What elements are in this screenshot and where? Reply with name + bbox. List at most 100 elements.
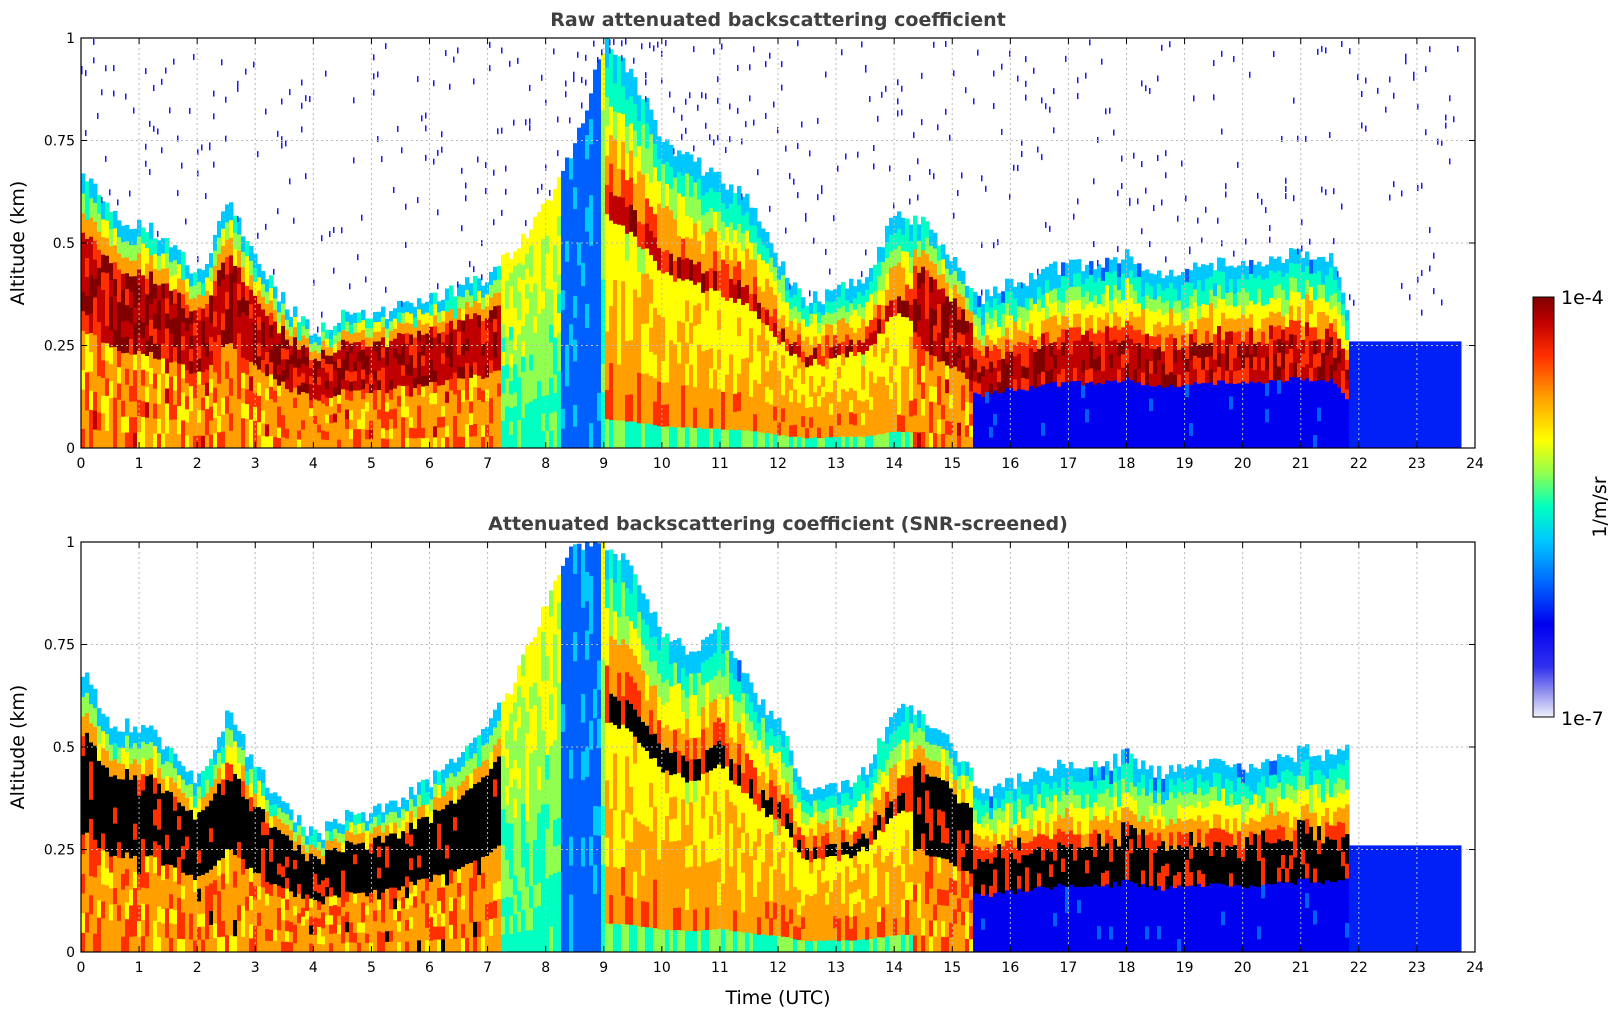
heatmap-cell — [885, 416, 890, 433]
heatmap-cell — [413, 417, 418, 429]
heatmap-cell — [1133, 290, 1138, 304]
heatmap-cell — [209, 336, 214, 352]
noise-pixel — [845, 153, 847, 160]
heatmap-cell — [153, 433, 158, 449]
noise-pixel — [1141, 228, 1143, 235]
heatmap-cell — [1193, 328, 1198, 343]
heatmap-cell — [1201, 395, 1206, 410]
heatmap-cell — [677, 384, 682, 406]
heatmap-cell — [1025, 343, 1030, 356]
heatmap-cell — [209, 253, 214, 268]
heatmap-cell — [193, 309, 198, 324]
heatmap-cell — [941, 244, 946, 260]
heatmap-cell — [1185, 345, 1190, 359]
noise-pixel — [985, 185, 987, 192]
heatmap-cell — [713, 171, 718, 193]
heatmap-cell — [425, 301, 430, 313]
heatmap-cell — [1225, 435, 1230, 449]
heatmap-cell — [477, 326, 482, 340]
heatmap-cell — [1301, 298, 1306, 313]
heatmap-cell — [517, 319, 522, 335]
heatmap-cell — [501, 351, 506, 366]
heatmap-cell — [169, 275, 174, 291]
heatmap-cell — [1097, 395, 1102, 410]
heatmap-cell — [369, 355, 374, 366]
heatmap-cell — [169, 290, 174, 306]
heatmap-cell — [1193, 408, 1198, 422]
heatmap-cell — [1129, 393, 1134, 408]
heatmap-cell — [677, 214, 682, 236]
heatmap-cell — [1009, 363, 1014, 376]
heatmap-cell — [145, 262, 150, 279]
heatmap-cell — [581, 239, 586, 263]
heatmap-cell — [1009, 315, 1014, 328]
heatmap-cell — [393, 348, 398, 359]
heatmap-cell — [1013, 309, 1018, 322]
heatmap-cell — [221, 380, 226, 398]
heatmap-cell — [277, 406, 282, 418]
heatmap-cell — [1009, 399, 1014, 413]
heatmap-cell — [1205, 317, 1210, 331]
heatmap-cell — [829, 425, 834, 438]
heatmap-cell — [709, 387, 714, 409]
heatmap-cell — [389, 399, 394, 410]
heatmap-cell — [1037, 398, 1042, 412]
heatmap-cell — [1193, 341, 1198, 356]
heatmap-cell — [241, 402, 246, 419]
heatmap-cell — [1229, 291, 1234, 306]
heatmap-cell — [373, 370, 378, 381]
heatmap-cell — [1085, 421, 1090, 436]
heatmap-cell — [1277, 297, 1282, 312]
heatmap-cell — [1009, 351, 1014, 364]
heatmap-cell — [93, 391, 98, 411]
heatmap-cell — [845, 334, 850, 346]
heatmap-cell — [289, 317, 294, 327]
heatmap-cell — [725, 281, 730, 301]
heatmap-cell — [317, 360, 322, 369]
heatmap-cell — [145, 432, 150, 449]
noise-pixel — [769, 205, 771, 212]
heatmap-cell — [681, 385, 686, 407]
heatmap-cell — [605, 184, 610, 215]
heatmap-cell — [321, 385, 326, 395]
heatmap-cell — [517, 276, 522, 292]
heatmap-cell — [157, 403, 162, 419]
heatmap-cell — [417, 426, 422, 438]
heatmap-cell — [329, 414, 334, 424]
heatmap-cell — [1053, 341, 1058, 356]
heatmap-cell — [1249, 434, 1254, 449]
heatmap-cell — [157, 344, 162, 360]
heatmap-cell — [1077, 407, 1082, 422]
heatmap-cell — [329, 389, 334, 398]
heatmap-cell — [133, 322, 138, 339]
heatmap-cell — [793, 388, 798, 402]
heatmap-cell — [705, 231, 710, 252]
heatmap-cell — [601, 363, 606, 393]
heatmap-cell — [1245, 331, 1250, 345]
heatmap-cell — [1157, 397, 1162, 411]
heatmap-cell — [373, 428, 378, 439]
heatmap-cell — [429, 315, 434, 327]
noise-pixel — [453, 56, 455, 63]
heatmap-cell — [109, 228, 114, 247]
heatmap-cell — [289, 373, 294, 384]
noise-pixel — [581, 76, 583, 83]
heatmap-cell — [1109, 421, 1114, 436]
heatmap-cell — [793, 294, 798, 307]
heatmap-cell — [1137, 289, 1142, 304]
heatmap-cell — [781, 394, 786, 409]
heatmap-cell — [125, 224, 130, 242]
heatmap-cell — [749, 310, 754, 329]
heatmap-cell — [709, 187, 714, 209]
noise-pixel — [129, 190, 131, 197]
heatmap-cell — [501, 434, 506, 449]
heatmap-cell — [325, 380, 330, 390]
heatmap-cell — [993, 390, 998, 403]
heatmap-cell — [781, 354, 786, 369]
heatmap-cell — [253, 364, 258, 380]
noise-pixel — [893, 202, 895, 209]
heatmap-cell — [85, 238, 90, 259]
heatmap-cell — [869, 422, 874, 436]
heatmap-cell — [721, 202, 726, 222]
heatmap-cell — [385, 365, 390, 375]
